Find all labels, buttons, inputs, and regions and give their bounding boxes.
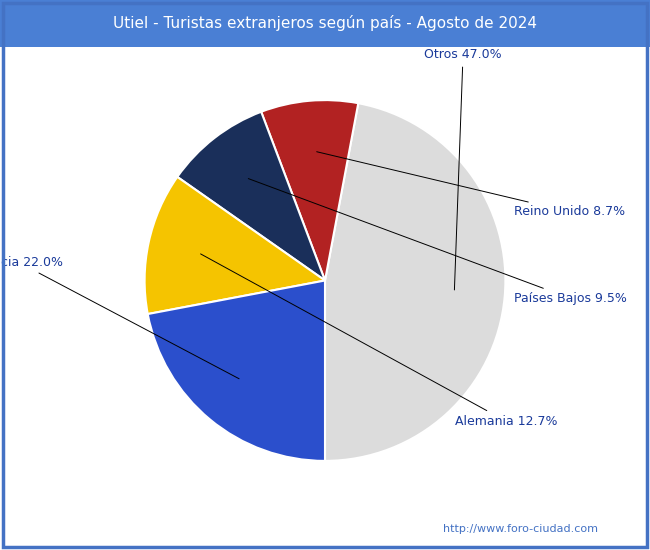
Text: Utiel - Turistas extranjeros según país - Agosto de 2024: Utiel - Turistas extranjeros según país … [113, 15, 537, 31]
Wedge shape [144, 177, 325, 314]
Text: http://www.foro-ciudad.com: http://www.foro-ciudad.com [443, 524, 598, 534]
Wedge shape [177, 112, 325, 280]
Text: Otros 47.0%: Otros 47.0% [424, 48, 502, 290]
Wedge shape [261, 100, 358, 280]
Text: Alemania 12.7%: Alemania 12.7% [201, 254, 558, 428]
Text: Reino Unido 8.7%: Reino Unido 8.7% [317, 152, 625, 218]
Text: Francia 22.0%: Francia 22.0% [0, 256, 239, 379]
Wedge shape [325, 103, 506, 461]
Wedge shape [148, 280, 325, 461]
Text: Países Bajos 9.5%: Países Bajos 9.5% [248, 179, 627, 305]
